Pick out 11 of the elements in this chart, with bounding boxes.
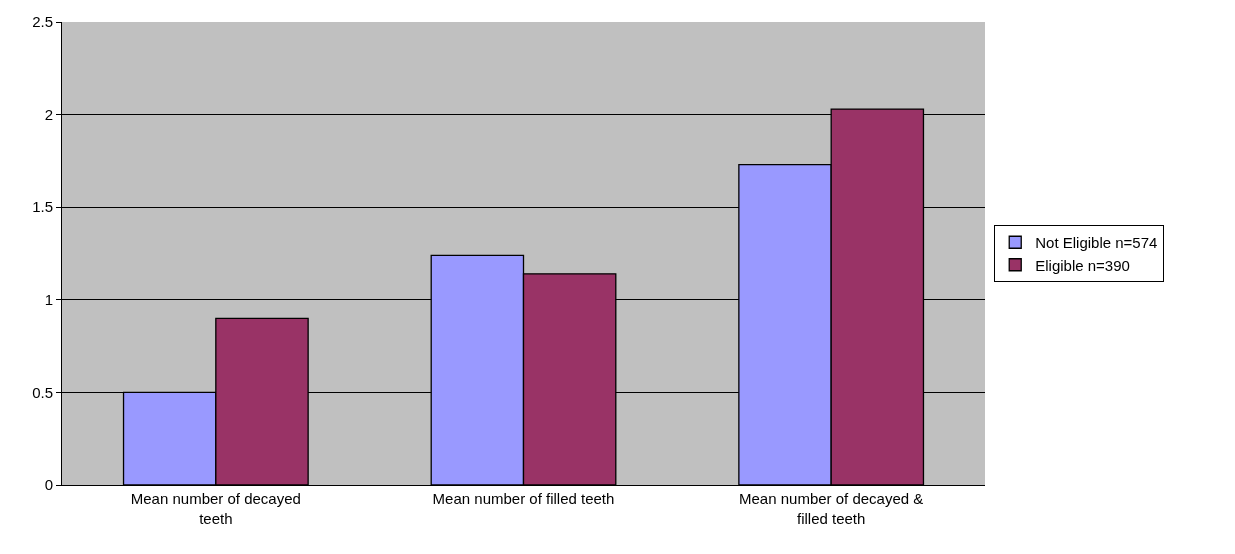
y-tick-label: 1	[44, 291, 53, 309]
legend-label: Eligible n=390	[1035, 256, 1130, 274]
y-tick-label: 0	[44, 476, 53, 494]
y-tick-label: 2.5	[32, 13, 53, 31]
legend-label: Not Eligible n=574	[1035, 234, 1158, 252]
x-tick-label: Mean number of filled teeth	[432, 490, 615, 507]
x-tick-label: Mean number of decayed & filled teeth	[739, 490, 924, 527]
x-tick-label: Mean number of decayed teeth	[130, 490, 301, 527]
y-tick-label: 1.5	[32, 198, 53, 216]
y-tick-label: 0.5	[32, 383, 53, 401]
y-tick-label: 2	[44, 105, 53, 123]
